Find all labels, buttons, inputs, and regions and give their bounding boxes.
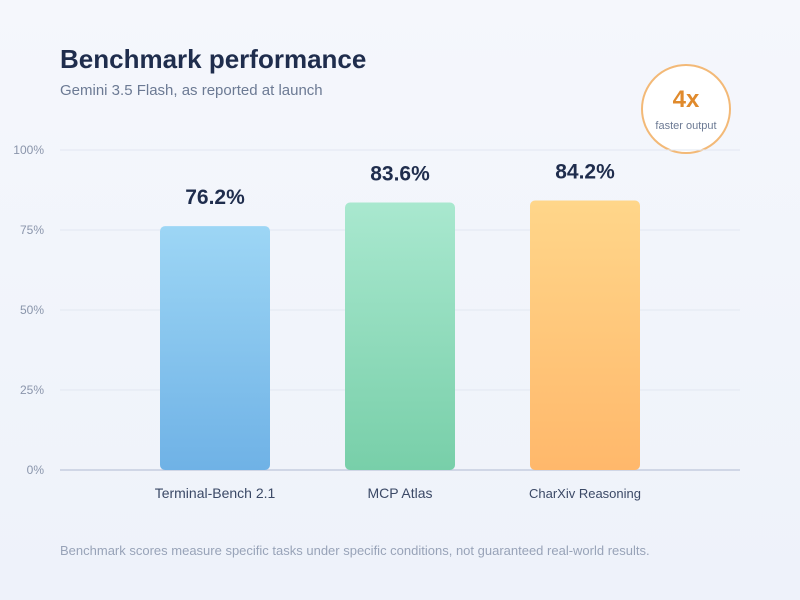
bar-layer — [160, 200, 640, 471]
badge-caption: faster output — [655, 120, 717, 132]
y-tick-label: 75% — [20, 223, 44, 237]
bar-value-label: 76.2% — [185, 186, 245, 209]
y-tick-label: 0% — [27, 463, 45, 477]
bar-value-label: 84.2% — [555, 161, 615, 184]
bar — [160, 226, 270, 470]
x-tick-label: CharXiv Reasoning — [529, 486, 641, 501]
y-tick-label: 25% — [20, 383, 44, 397]
x-tick-label: MCP Atlas — [367, 485, 432, 501]
speed-badge: 4x faster output — [641, 64, 731, 154]
y-tick-label: 50% — [20, 303, 44, 317]
bar-value-label: 83.6% — [370, 162, 430, 185]
y-tick-label: 100% — [13, 143, 44, 157]
footnote: Benchmark scores measure specific tasks … — [60, 543, 650, 558]
bar — [530, 200, 640, 470]
x-tick-label: Terminal-Bench 2.1 — [155, 485, 276, 501]
bar — [345, 202, 455, 471]
chart-title: Benchmark performance — [60, 44, 367, 74]
chart-subtitle: Gemini 3.5 Flash, as reported at launch — [60, 82, 323, 99]
badge-value: 4x — [672, 86, 700, 113]
label-layer: 0% 25% 50% 75% 100% 76.2% Terminal-Bench 2.1 83… — [13, 143, 641, 501]
